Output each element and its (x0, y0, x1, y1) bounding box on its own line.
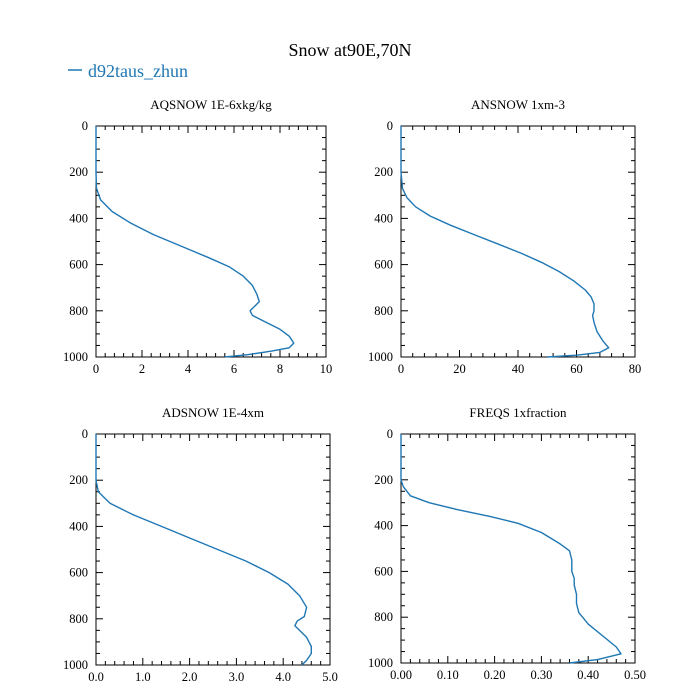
y-tick-label: 400 (374, 211, 393, 225)
x-tick-label: 6 (231, 362, 237, 376)
figure-title: Snow at90E,70N (289, 40, 412, 60)
panel-title: AQSNOW 1E-6xkg/kg (150, 97, 272, 112)
y-tick-label: 600 (374, 564, 393, 578)
x-tick-label: 40 (512, 362, 525, 376)
plot-frame (95, 125, 327, 358)
plot-frame (400, 433, 636, 664)
x-tick-label: 80 (629, 362, 642, 376)
y-tick-label: 0 (387, 119, 393, 133)
panels: AQSNOW 1E-6xkg/kg0 2 4 6 8 100200400600800100… (63, 97, 646, 684)
x-tick-label: 5.0 (322, 670, 338, 684)
y-tick-label: 0 (82, 119, 88, 133)
x-tick-label: 3.0 (229, 670, 245, 684)
legend: d92taus_zhun (68, 61, 188, 81)
y-tick-label: 400 (374, 519, 393, 533)
plot-frame (95, 433, 331, 666)
panel-title: ANSNOW 1xm-3 (471, 97, 565, 112)
y-tick-label: 800 (374, 304, 393, 318)
x-tick-label: 20 (453, 362, 466, 376)
y-tick-label: 1000 (368, 350, 393, 364)
x-tick-label: 0.00 (390, 668, 412, 682)
x-tick-label: 4 (185, 362, 192, 376)
y-tick-label: 200 (374, 473, 393, 487)
y-tick-label: 200 (374, 165, 393, 179)
y-tick-label: 600 (69, 566, 88, 580)
x-tick-label: 0.50 (624, 668, 646, 682)
y-tick-label: 800 (374, 610, 393, 624)
y-tick-label: 600 (374, 258, 393, 272)
y-tick-label: 600 (69, 258, 88, 272)
legend-label: d92taus_zhun (88, 61, 188, 81)
x-tick-label: 0.10 (437, 668, 459, 682)
plot-frame (400, 125, 636, 358)
y-tick-label: 800 (69, 612, 88, 626)
y-tick-label: 200 (69, 165, 88, 179)
panel-1: AQSNOW 1E-6xkg/kg 0 2 4 6 8 10 0 200 400 600 800 100… (63, 97, 332, 376)
x-tick-label: 2.0 (182, 670, 198, 684)
x-tick-label: 1.0 (135, 670, 151, 684)
y-tick-label: 800 (69, 304, 88, 318)
y-tick-label: 400 (69, 211, 88, 225)
y-tick-label: 400 (69, 519, 88, 533)
y-tick-label: 1000 (63, 658, 88, 672)
x-tick-label: 10 (320, 362, 333, 376)
panel-title: FREQS 1xfraction (469, 405, 567, 420)
y-tick-label: 1000 (63, 350, 88, 364)
x-tick-label: 0 (93, 362, 99, 376)
x-tick-label: 0.40 (577, 668, 599, 682)
panel-3: ADSNOW 1E-4xm 0.0 1.0 2.0 3.0 4.0 5.0 0 200 400 60… (63, 405, 338, 684)
series-line (95, 434, 312, 666)
panel-title: ADSNOW 1E-4xm (162, 405, 264, 420)
y-tick-label: 1000 (368, 656, 393, 670)
x-tick-label: 0.0 (88, 670, 104, 684)
x-tick-label: 0.20 (484, 668, 506, 682)
x-tick-label: 0 (398, 362, 404, 376)
series-line (400, 434, 622, 664)
series-line (400, 126, 610, 358)
series-line (95, 126, 295, 358)
panel-4: FREQS 1xfraction 0.00 0.10 0.20 0.30 0.40 0.50… (368, 405, 646, 682)
y-tick-label: 0 (387, 427, 393, 441)
y-tick-label: 0 (82, 427, 88, 441)
x-tick-label: 60 (570, 362, 583, 376)
x-tick-label: 0.30 (530, 668, 552, 682)
x-tick-label: 8 (277, 362, 283, 376)
x-tick-label: 2 (139, 362, 145, 376)
y-tick-label: 200 (69, 473, 88, 487)
x-tick-label: 4.0 (275, 670, 291, 684)
